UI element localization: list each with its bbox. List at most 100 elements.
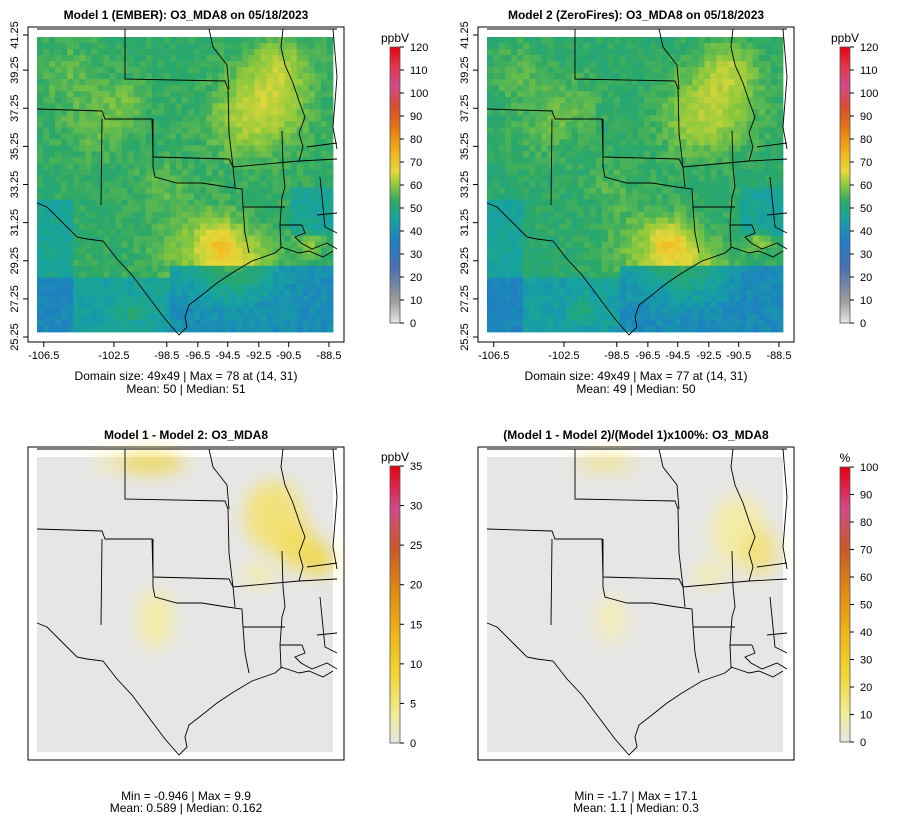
grid-cell [776,265,784,273]
grid-cell [314,259,322,267]
grid-cell [722,103,730,110]
grid-cell [230,187,237,194]
grid-cell [97,271,104,279]
grid-cell [631,271,639,279]
grid-cell [511,283,518,291]
grid-cell [529,109,536,116]
grid-cell [284,73,292,80]
grid-cell [553,151,560,158]
grid-cell [559,241,566,249]
grid-cell [163,97,171,104]
grid-cell [722,283,730,291]
grid-cell [284,151,292,158]
grid-cell [212,169,219,176]
grid-cell [175,313,183,321]
grid-cell [601,217,609,225]
grid-cell [553,79,560,86]
grid-cell [266,253,273,261]
grid-cell [326,97,334,104]
grid-cell [55,193,62,200]
stats-line: Min = -0.946 | Max = 9.9 [121,789,251,803]
grid-cell [175,241,183,249]
grid-cell [169,145,177,152]
grid-cell [181,265,189,273]
grid-cell [115,289,122,297]
grid-cell [704,289,711,297]
grid-cell [67,187,74,194]
grid-cell [662,145,669,152]
grid-cell [254,253,261,261]
grid-cell [710,241,717,249]
grid-cell [547,319,554,327]
grid-cell [613,121,621,128]
colorbar-tick-label: 30 [410,249,422,261]
grid-cell [61,85,68,92]
grid-cell [752,247,760,255]
grid-cell [511,37,518,44]
grid-cell [547,139,554,146]
y-tick-label: 27.25 [9,285,21,313]
grid-cell [674,109,681,116]
grid-cell [206,313,213,321]
grid-cell [589,139,597,146]
grid-cell [278,169,286,176]
grid-cell [722,235,730,243]
colorbar-tick-label: 10 [410,295,422,307]
grid-cell [254,295,261,303]
grid-cell [308,295,316,303]
grid-cell [607,259,615,267]
grid-cell [284,67,292,74]
grid-cell [631,217,639,225]
grid-cell [541,121,548,128]
grid-cell [656,73,663,80]
grid-cell [740,157,748,164]
grid-cell [746,73,754,80]
grid-cell [218,61,225,68]
grid-cell [109,97,116,104]
grid-cell [559,103,566,110]
grid-cell [260,55,267,62]
grid-cell [133,115,141,122]
grid-cell [61,127,68,134]
grid-cell [145,241,153,249]
grid-cell [728,283,736,291]
map-field [487,455,783,752]
grid-cell [577,229,585,237]
grid-cell [565,217,572,225]
grid-cell [553,271,560,279]
grid-cell [662,319,669,327]
grid-cell [314,325,322,333]
grid-cell [716,271,723,279]
grid-cell [686,205,693,212]
grid-cell [577,67,585,74]
grid-cell [692,139,699,146]
grid-cell [698,115,705,122]
grid-cell [133,97,141,104]
grid-cell [559,235,566,243]
grid-cell [746,277,754,285]
grid-cell [169,205,177,212]
grid-cell [188,139,195,146]
grid-cell [175,37,183,44]
grid-cell [613,235,621,243]
grid-cell [260,229,267,237]
grid-cell [505,235,512,243]
grid-cell [589,301,597,309]
y-tick-label: 41.25 [9,21,21,49]
grid-cell [517,313,524,321]
grid-cell [163,277,171,285]
grid-cell [49,241,56,249]
grid-cell [505,259,512,267]
grid-cell [85,271,92,279]
grid-cell [133,151,141,158]
grid-cell [523,79,530,86]
grid-cell [320,61,328,68]
grid-cell [109,253,116,261]
grid-cell [55,103,62,110]
grid-cell [109,211,116,219]
grid-cell [722,127,730,134]
grid-cell [674,289,681,297]
grid-cell [236,109,243,116]
grid-cell [266,139,273,146]
grid-cell [43,127,50,134]
